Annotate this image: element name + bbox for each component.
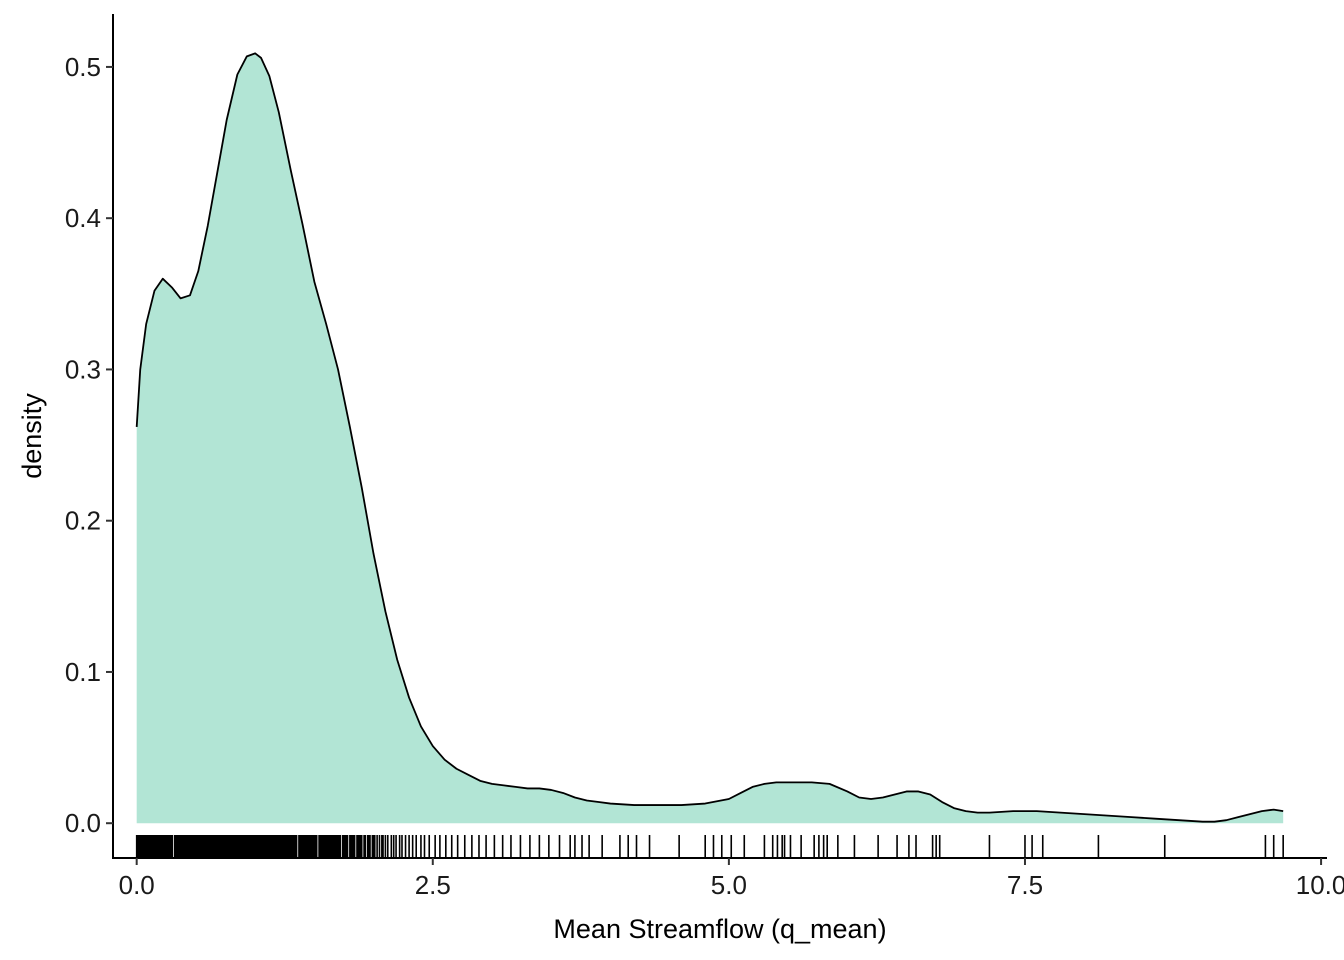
y-axis-ticks: 0.0 0.1 0.2 0.3 0.4 0.5 [65,52,113,838]
x-axis-ticks: 0.0 2.5 5.0 7.5 10.0 [119,858,1344,900]
y-tick-label: 0.1 [65,657,101,687]
y-tick-label: 0.3 [65,354,101,384]
x-tick-label: 2.5 [415,870,451,900]
x-tick-label: 0.0 [119,870,155,900]
x-tick-label: 5.0 [711,870,747,900]
density-area-layer [135,52,1284,824]
y-tick-label: 0.0 [65,808,101,838]
y-axis-title: density [17,393,47,479]
y-tick-label: 0.4 [65,203,101,233]
x-axis-title: Mean Streamflow (q_mean) [553,914,886,944]
y-tick-label: 0.2 [65,506,101,536]
y-tick-label: 0.5 [65,52,101,82]
density-curve [135,52,1284,823]
x-tick-label: 7.5 [1007,870,1043,900]
axes-layer [112,14,1327,859]
density-area-fill [136,53,1284,824]
x-tick-label: 10.0 [1296,870,1344,900]
rug-layer [135,835,1284,859]
